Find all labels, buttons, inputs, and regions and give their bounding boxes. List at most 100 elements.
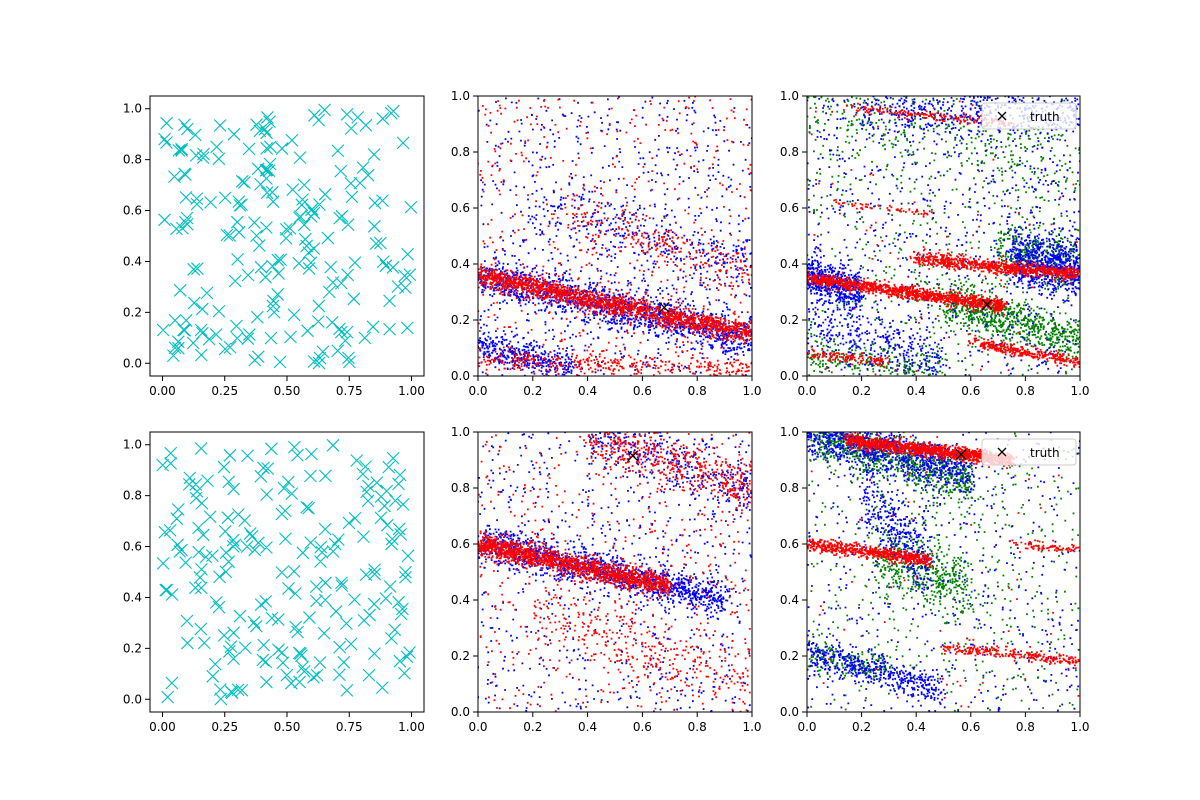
subplot-top-right: 0.0 0.2 0.4 0.6 0.8 1.0 0.0 0.2 0.4 0.6 0.8 1.0 trut… [780, 89, 1090, 398]
series-0 [807, 432, 1080, 712]
x-tick-label: 0.75 [336, 384, 363, 398]
plot-area [156, 103, 418, 370]
x-tick-label: 0.6 [961, 384, 980, 398]
subplot-bottom-middle: 0.0 0.2 0.4 0.6 0.8 1.0 0.0 0.2 0.4 0.6 0.8 1.0 [451, 425, 762, 734]
subplot-top-left: 0.00 0.25 0.50 0.75 1.00 0.0 0.2 0.4 0.6 0.8 1.0 [123, 95, 425, 398]
series-1 [807, 432, 1080, 712]
y-tick-label: 0.6 [123, 204, 142, 218]
y-tick-label: 1.0 [123, 102, 142, 116]
x-tick-label: 0.50 [274, 384, 301, 398]
y-tick-label: 0.2 [123, 641, 142, 655]
y-tick-label: 0.6 [123, 540, 142, 554]
x-tick-label: 0.0 [797, 720, 816, 734]
plot-area [156, 438, 416, 706]
x-tick-label: 0.8 [688, 720, 707, 734]
x-tick-label: 1.0 [742, 384, 761, 398]
y-tick-label: 0.0 [451, 705, 470, 719]
y-tick-label: 0.0 [123, 692, 142, 706]
x-tick-label: 0.2 [523, 384, 542, 398]
x-tick-label: 0.0 [468, 720, 487, 734]
x-tick-label: 0.25 [211, 384, 238, 398]
x-tick-label: 0.4 [907, 720, 926, 734]
y-tick-label: 0.4 [123, 254, 142, 268]
x-tick-label: 0.4 [578, 720, 597, 734]
y-tick-label: 1.0 [780, 425, 799, 439]
x-markers [156, 438, 416, 706]
subplot-bottom-left: 0.00 0.25 0.50 0.75 1.00 0.0 0.2 0.4 0.6 0.8 1.0 [123, 431, 425, 734]
y-tick-label: 0.8 [780, 145, 799, 159]
y-tick-label: 0.4 [451, 593, 470, 607]
truth-marker [981, 299, 993, 311]
y-tick-label: 0.2 [780, 313, 799, 327]
x-tick-label: 0.4 [578, 384, 597, 398]
series-1 [807, 96, 1080, 376]
x-tick-label: 1.0 [742, 720, 761, 734]
y-tick-label: 0.2 [780, 649, 799, 663]
legend-label: truth [1030, 110, 1060, 124]
subplot-bottom-right: 0.0 0.2 0.4 0.6 0.8 1.0 0.0 0.2 0.4 0.6 0.8 1.0 trut… [780, 425, 1090, 734]
axes-frame [149, 431, 425, 713]
x-tick-label: 0.2 [523, 720, 542, 734]
y-tick-label: 0.0 [780, 705, 799, 719]
y-tick-label: 0.8 [451, 145, 470, 159]
y-tick-label: 0.8 [123, 153, 142, 167]
x-tick-label: 0.2 [852, 720, 871, 734]
x-tick-label: 0.8 [1016, 384, 1035, 398]
y-tick-label: 0.0 [123, 356, 142, 370]
truth-marker [627, 450, 639, 462]
plot-area [478, 432, 752, 712]
y-tick-label: 0.2 [123, 305, 142, 319]
y-tick-label: 0.6 [780, 201, 799, 215]
series-0 [478, 96, 752, 376]
legend-box [981, 102, 1077, 130]
x-tick-label: 0.00 [149, 384, 176, 398]
series-2 [807, 100, 1080, 376]
x-markers [156, 103, 418, 370]
y-tick-label: 0.6 [451, 537, 470, 551]
plot-area [807, 432, 1080, 712]
axes-frame [806, 431, 1081, 713]
x-tick-label: 0.6 [961, 720, 980, 734]
y-tick-label: 0.8 [780, 481, 799, 495]
x-tick-label: 0.50 [274, 720, 301, 734]
x-tick-label: 0.2 [852, 384, 871, 398]
y-tick-label: 0.4 [123, 590, 142, 604]
x-tick-label: 0.0 [797, 384, 816, 398]
series-1 [478, 96, 752, 376]
y-tick-label: 0.8 [123, 489, 142, 503]
x-tick-label: 1.00 [398, 384, 425, 398]
point-cloud [807, 432, 1080, 712]
x-tick-label: 0.6 [633, 720, 652, 734]
series-0 [156, 103, 418, 370]
y-tick-label: 0.6 [780, 537, 799, 551]
axes-frame [477, 95, 753, 377]
plot-area [807, 96, 1080, 376]
y-tick-label: 1.0 [451, 89, 470, 103]
x-tick-label: 1.00 [398, 720, 425, 734]
x-tick-label: 0.75 [336, 720, 363, 734]
series-1 [478, 432, 752, 712]
point-cloud [807, 96, 1080, 376]
y-tick-label: 0.6 [451, 201, 470, 215]
x-tick-label: 0.6 [633, 384, 652, 398]
x-tick-label: 0.8 [1016, 720, 1035, 734]
legend-marker [997, 111, 1007, 121]
axes-frame [806, 95, 1081, 377]
y-tick-label: 0.8 [451, 481, 470, 495]
legend-box [981, 438, 1077, 466]
y-tick-label: 1.0 [123, 438, 142, 452]
y-tick-label: 0.4 [780, 257, 799, 271]
plot-area [478, 96, 752, 376]
truth-marker [658, 301, 670, 313]
y-tick-label: 0.4 [780, 593, 799, 607]
y-tick-label: 0.4 [451, 257, 470, 271]
y-tick-label: 0.2 [451, 313, 470, 327]
y-tick-label: 0.0 [780, 369, 799, 383]
y-tick-label: 0.0 [451, 369, 470, 383]
series-0 [156, 438, 416, 706]
x-tick-label: 1.0 [1070, 720, 1089, 734]
y-tick-label: 1.0 [780, 89, 799, 103]
x-tick-label: 1.0 [1070, 384, 1089, 398]
legend: truth [981, 102, 1077, 130]
